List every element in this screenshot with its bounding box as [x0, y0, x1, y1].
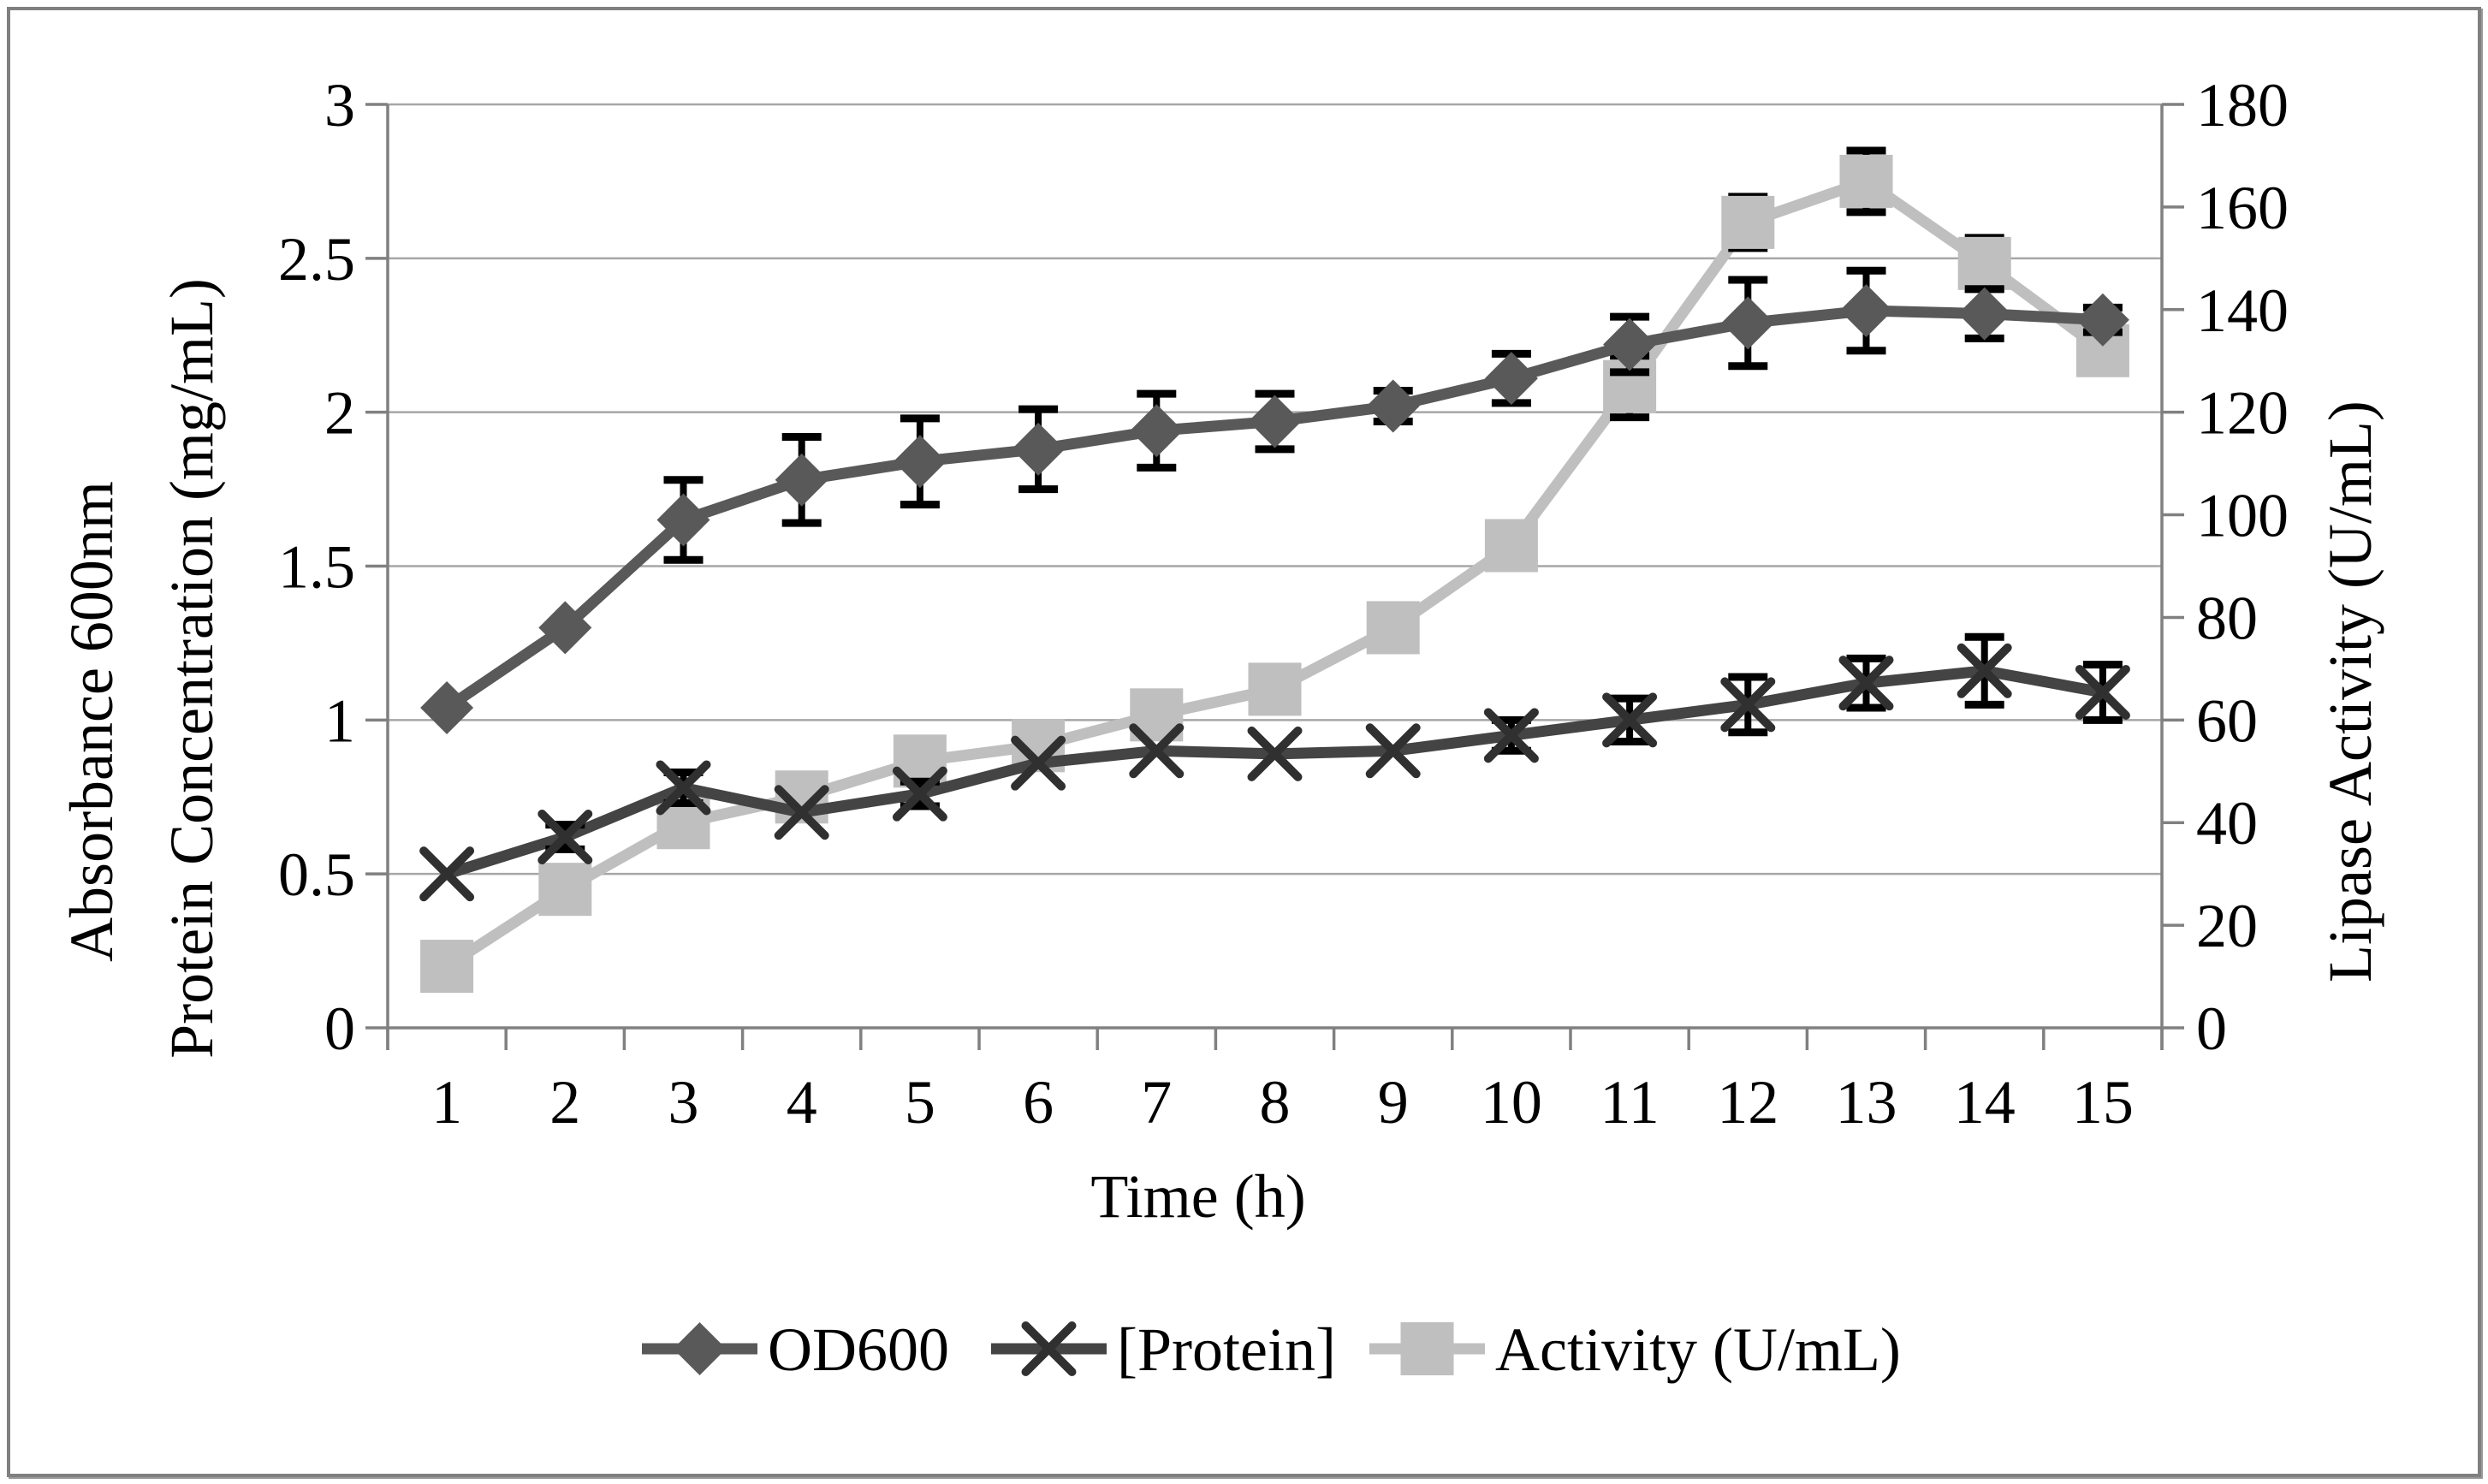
- diamond-marker: [893, 435, 947, 489]
- diamond-marker: [1130, 404, 1184, 458]
- diamond-marker: [656, 493, 710, 547]
- x-tick-label: 7: [1141, 1068, 1172, 1137]
- left-tick-label: 2: [324, 379, 355, 448]
- x-marker: [1483, 708, 1539, 763]
- square-marker: [538, 863, 592, 917]
- x-tick-label: 2: [549, 1068, 580, 1137]
- right-tick-label: 0: [2196, 994, 2227, 1063]
- diamond-marker: [1012, 422, 1066, 476]
- x-marker: [1129, 723, 1185, 779]
- left-axis-title-absorbance: Absorbance 600nm: [57, 481, 126, 962]
- x-marker: [1838, 656, 1894, 711]
- x-marker: [1720, 677, 1776, 733]
- x-marker: [537, 810, 593, 865]
- square-marker: [1400, 1322, 1454, 1375]
- x-tick-label: 10: [1481, 1068, 1542, 1137]
- diamond-marker: [1721, 296, 1775, 350]
- x-tick-label: 14: [1954, 1068, 2016, 1137]
- diamond-marker: [1603, 318, 1657, 371]
- x-tick-label: 1: [431, 1068, 462, 1137]
- diamond-marker: [1484, 352, 1538, 406]
- x-marker: [1247, 726, 1303, 781]
- square-marker: [1484, 519, 1538, 573]
- x-tick-label: 12: [1717, 1068, 1778, 1137]
- right-tick-label: 40: [2196, 789, 2258, 858]
- legend-label-protein: [Protein]: [1117, 1315, 1336, 1384]
- right-tick-label: 80: [2196, 584, 2258, 652]
- x-marker: [656, 760, 711, 816]
- diamond-marker: [775, 453, 828, 507]
- x-tick-label: 9: [1378, 1068, 1409, 1137]
- diamond-marker: [673, 1322, 727, 1375]
- left-tick-label: 0: [324, 994, 355, 1063]
- left-tick-label: 1.5: [278, 533, 355, 602]
- left-tick-label: 3: [324, 71, 355, 139]
- x-marker: [1365, 723, 1421, 779]
- square-marker: [1248, 662, 1302, 716]
- right-tick-label: 100: [2196, 482, 2289, 550]
- right-tick-label: 60: [2196, 686, 2258, 755]
- x-marker: [1957, 643, 2012, 698]
- right-tick-label: 160: [2196, 174, 2289, 242]
- square-marker: [1366, 601, 1420, 655]
- left-tick-label: 2.5: [278, 225, 355, 294]
- x-axis-title-time: Time (h): [1090, 1162, 1305, 1231]
- x-tick-label: 11: [1600, 1068, 1659, 1137]
- legend-label-od600: OD600: [768, 1315, 949, 1384]
- x-tick-label: 13: [1836, 1068, 1897, 1137]
- left-tick-label: 1: [324, 686, 355, 755]
- x-marker: [892, 766, 947, 822]
- x-marker: [419, 846, 475, 902]
- diamond-marker: [1248, 395, 1302, 448]
- right-axis-title-lipase: Lipase Activity (U/mL): [2316, 401, 2384, 982]
- left-tick-label: 0.5: [278, 840, 355, 909]
- square-marker: [1957, 236, 2011, 290]
- x-tick-label: 3: [668, 1068, 699, 1137]
- x-marker: [774, 785, 829, 840]
- x-marker: [1011, 735, 1066, 791]
- legend-label-activityuml: Activity (U/mL): [1495, 1315, 1901, 1384]
- left-axis-title-protein: Protein Concentration (mg/mL): [157, 278, 226, 1059]
- x-marker: [1602, 692, 1658, 748]
- x-tick-label: 4: [787, 1068, 817, 1137]
- square-marker: [420, 940, 474, 994]
- diamond-marker: [538, 601, 592, 655]
- x-marker: [1021, 1321, 1077, 1376]
- right-tick-label: 140: [2196, 276, 2289, 345]
- square-marker: [1839, 154, 1893, 208]
- x-tick-label: 8: [1260, 1068, 1291, 1137]
- square-marker: [1721, 195, 1775, 249]
- diamond-marker: [420, 680, 474, 734]
- x-tick-label: 15: [2072, 1068, 2134, 1137]
- x-marker: [2075, 664, 2130, 720]
- x-tick-label: 6: [1023, 1068, 1054, 1137]
- x-tick-label: 5: [905, 1068, 935, 1137]
- diamond-marker: [1366, 379, 1420, 433]
- diamond-marker: [1839, 283, 1893, 337]
- diamond-marker: [2075, 293, 2129, 347]
- right-tick-label: 120: [2196, 379, 2289, 448]
- right-tick-label: 20: [2196, 892, 2258, 960]
- right-tick-label: 180: [2196, 71, 2289, 139]
- diamond-marker: [1957, 287, 2011, 341]
